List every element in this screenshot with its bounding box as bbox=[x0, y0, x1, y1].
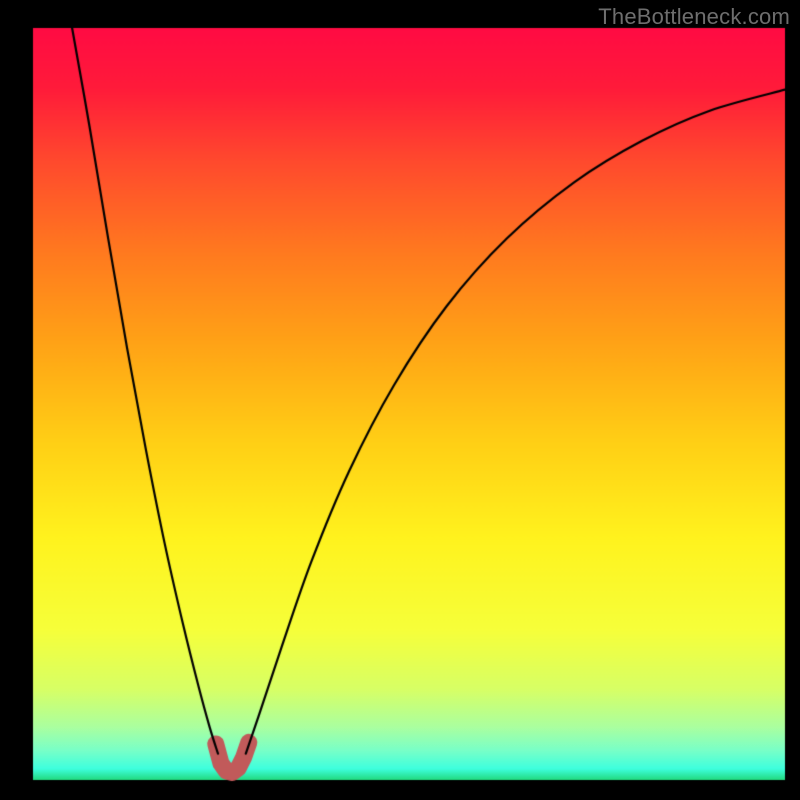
watermark-label: TheBottleneck.com bbox=[598, 4, 790, 30]
chart-stage: TheBottleneck.com bbox=[0, 0, 800, 800]
bottleneck-curve-chart bbox=[0, 0, 800, 800]
